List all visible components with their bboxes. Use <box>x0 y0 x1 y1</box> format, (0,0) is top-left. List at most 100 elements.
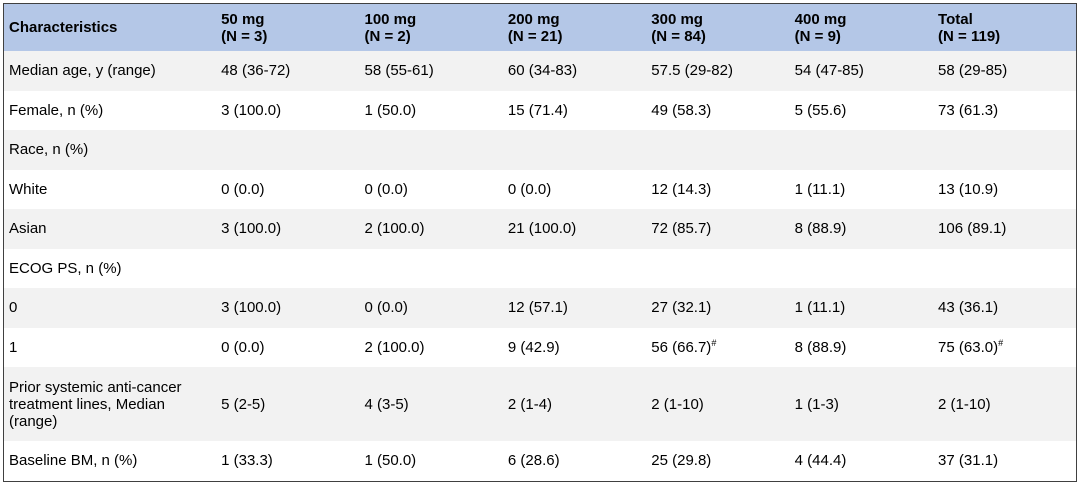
cell: 75 (63.0)# <box>933 328 1076 368</box>
header-name: 50 mg <box>221 10 265 28</box>
cell: 8 (88.9) <box>794 338 847 356</box>
cell: 60 (34-83) <box>502 51 647 91</box>
table-row: Baseline BM, n (%) 1 (33.3) 1 (50.0) 6 (28.… <box>4 441 1077 481</box>
cell: 4 (44.4) <box>794 452 847 470</box>
cell: 4 (3-5) <box>359 367 503 441</box>
table-row: Asian 3 (100.0) 2 (100.0) 21 (100.0) 72 (85.… <box>3 209 1077 249</box>
cell: 49 (58.3) <box>651 101 712 119</box>
header-count: (N = 9) <box>794 27 841 45</box>
header-cell: 100 mg (N = 2) <box>359 3 503 51</box>
cell: 37 (31.1) <box>938 452 999 470</box>
cell: 72 (85.7) <box>646 209 790 249</box>
cell: 73 (61.3) <box>938 101 999 119</box>
cell: 5 (2-5) <box>216 367 360 441</box>
cell <box>933 249 1076 289</box>
table-row: Race, n (%) <box>3 130 1077 170</box>
cell: 2 (1-4) <box>502 367 647 441</box>
cell: 58 (55-61) <box>359 51 503 91</box>
cell: 27 (32.1) <box>646 288 790 328</box>
header-name: 300 mg <box>651 10 703 28</box>
header-cell: 400 mg (N = 9) <box>789 3 934 51</box>
table-body: Median age, y (range) 48 (36-72) 58 (55-61… <box>3 51 1077 481</box>
table-row: Female, n (%) 3 (100.0) 1 (50.0) 15 (71.4) 4… <box>4 91 1077 131</box>
footnote-mark: # <box>998 337 1004 348</box>
cell: 13 (10.9) <box>938 180 999 198</box>
cell <box>790 249 933 289</box>
header-cell: 50 mg (N = 3) <box>216 3 360 51</box>
table-row: ECOG PS, n (%) <box>4 249 1077 289</box>
cell <box>359 249 502 289</box>
cell: 12 (57.1) <box>502 288 647 328</box>
cell <box>789 130 934 170</box>
cell: 2 (100.0) <box>359 209 503 249</box>
row-label: White <box>9 180 48 198</box>
header-cell: 200 mg (N = 21) <box>502 3 647 51</box>
cell: 1 (33.3) <box>221 452 273 470</box>
cell: 6 (28.6) <box>507 452 560 470</box>
cell-text: 56 (66.7) <box>651 338 712 356</box>
cell <box>646 130 790 170</box>
cell: 43 (36.1) <box>933 288 1077 328</box>
cell: 1 (50.0) <box>364 101 417 119</box>
header-name: Characteristics <box>9 19 118 36</box>
cell: 0 (0.0) <box>221 180 265 198</box>
cell: 54 (47-85) <box>789 51 934 91</box>
cell <box>503 249 646 289</box>
row-label: Asian <box>3 209 217 249</box>
cell: 25 (29.8) <box>651 452 712 470</box>
cell: 15 (71.4) <box>507 101 568 119</box>
cell <box>646 249 789 289</box>
cell: 2 (100.0) <box>364 338 425 356</box>
row-label: ECOG PS, n (%) <box>9 259 122 277</box>
row-label: 0 <box>3 288 217 328</box>
cell <box>502 130 647 170</box>
cell: 0 (0.0) <box>507 180 552 198</box>
header-count: (N = 84) <box>651 27 706 45</box>
header-cell: 300 mg (N = 84) <box>646 3 790 51</box>
cell <box>216 249 359 289</box>
row-label: 1 <box>9 338 18 356</box>
header-cell: Total (N = 119) <box>933 3 1077 51</box>
cell: 0 (0.0) <box>364 180 408 198</box>
row-label: Race, n (%) <box>3 130 217 170</box>
cell: 3 (100.0) <box>221 101 282 119</box>
cell: 48 (36-72) <box>216 51 360 91</box>
row-label: Female, n (%) <box>9 101 104 119</box>
cell: 1 (11.1) <box>789 288 934 328</box>
cell: 21 (100.0) <box>502 209 647 249</box>
cell: 8 (88.9) <box>789 209 934 249</box>
cell <box>216 130 360 170</box>
cell: 12 (14.3) <box>651 180 712 198</box>
cell: 0 (0.0) <box>359 288 503 328</box>
cell: 1 (50.0) <box>364 452 417 470</box>
header-name: 400 mg <box>794 10 847 28</box>
cell: 0 (0.0) <box>221 338 265 356</box>
header-count: (N = 3) <box>221 27 268 45</box>
footnote-mark: # <box>711 337 717 348</box>
cell: 2 (1-10) <box>646 367 790 441</box>
cell: 106 (89.1) <box>933 209 1077 249</box>
table-row: Median age, y (range) 48 (36-72) 58 (55-61… <box>3 51 1077 91</box>
header-name: Total <box>938 10 973 28</box>
row-label: Median age, y (range) <box>3 51 217 91</box>
characteristics-table: Characteristics 50 mg (N = 3) 100 mg (N = 2)… <box>3 3 1077 482</box>
table-row: White 0 (0.0) 0 (0.0) 0 (0.0) 12 (14.3) 1 (11… <box>4 170 1077 210</box>
header-cell: Characteristics <box>3 3 217 51</box>
cell-text: 75 (63.0) <box>938 338 999 356</box>
cell <box>933 130 1077 170</box>
row-label: Baseline BM, n (%) <box>9 452 138 470</box>
cell: 1 (11.1) <box>794 180 846 198</box>
header-name: 100 mg <box>364 10 417 28</box>
cell: 58 (29-85) <box>933 51 1077 91</box>
cell: 2 (1-10) <box>933 367 1077 441</box>
table-row: Prior systemic anti-cancer treatment lin… <box>3 367 1077 441</box>
cell <box>359 130 503 170</box>
header-count: (N = 2) <box>364 27 411 45</box>
header-row: Characteristics 50 mg (N = 3) 100 mg (N = 2)… <box>3 3 1077 51</box>
header-name: 200 mg <box>507 10 560 28</box>
header-count: (N = 21) <box>507 27 563 45</box>
cell: 5 (55.6) <box>794 101 847 119</box>
